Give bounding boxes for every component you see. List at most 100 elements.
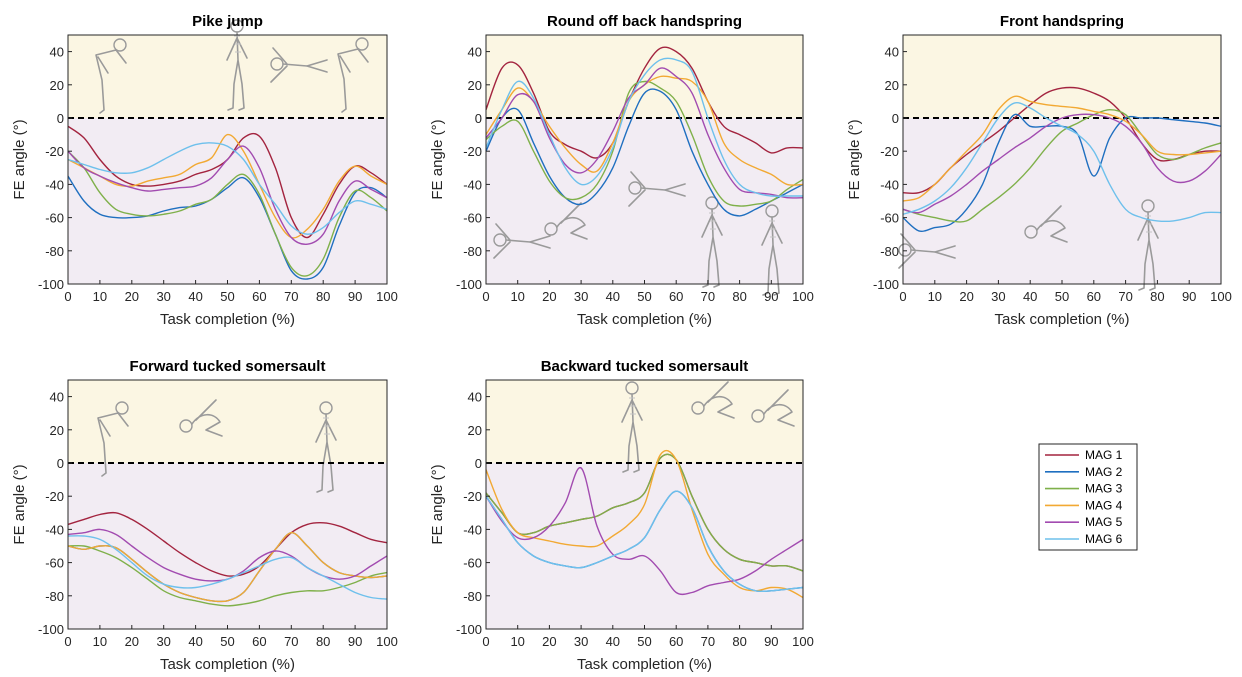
x-tick-label: 90 [764, 634, 778, 649]
y-tick-label: 20 [468, 423, 482, 438]
x-tick-label: 30 [574, 634, 588, 649]
y-tick-label: -20 [880, 144, 899, 159]
panel-4: 0 10 20 30 40 50 60 70 80 90 100 40 20 0 -20 -40 -60 -80 -… [11, 358, 398, 673]
series-line-mag-6 [67, 535, 388, 600]
series-line-mag-4 [902, 95, 1222, 202]
series-line-mag-3 [67, 150, 388, 277]
y-tick-label: -60 [463, 211, 482, 226]
x-axis-label: Task completion (%) [577, 656, 712, 673]
x-tick-label: 30 [156, 289, 170, 304]
x-tick-label: 60 [669, 634, 683, 649]
x-tick-label: 0 [482, 289, 489, 304]
x-tick-label: 10 [928, 289, 942, 304]
y-axis-label: FE angle (°) [429, 464, 446, 544]
y-tick-label: 0 [475, 111, 482, 126]
y-tick-label: -20 [45, 489, 64, 504]
y-tick-label: 0 [57, 456, 64, 471]
x-tick-label: 40 [188, 289, 202, 304]
series-line-mag-6 [902, 102, 1222, 223]
x-tick-label: 10 [93, 289, 107, 304]
series-line-mag-4 [67, 133, 388, 239]
legend-label: MAG 3 [1085, 482, 1123, 496]
x-tick-label: 70 [701, 634, 715, 649]
series-line-mag-3 [902, 108, 1222, 223]
x-tick-label: 30 [156, 634, 170, 649]
x-tick-label: 0 [64, 289, 71, 304]
y-tick-label: -60 [45, 211, 64, 226]
x-tick-label: 100 [376, 634, 398, 649]
x-tick-label: 20 [125, 289, 139, 304]
x-tick-label: 80 [732, 289, 746, 304]
series-line-mag-5 [902, 113, 1222, 214]
x-tick-label: 0 [482, 634, 489, 649]
y-tick-label: -100 [456, 622, 482, 637]
y-tick-label: 0 [475, 456, 482, 471]
positive-band [486, 35, 803, 118]
panel-1: 0 10 20 30 40 50 60 70 80 90 100 40 20 0 -20 -40 -60 -80 -… [11, 13, 398, 328]
y-tick-label: -60 [45, 556, 64, 571]
x-tick-label: 100 [376, 289, 398, 304]
x-tick-label: 100 [792, 289, 814, 304]
x-tick-label: 40 [188, 634, 202, 649]
panel-title: Round off back handspring [547, 13, 742, 30]
legend: MAG 1 MAG 2 MAG 3 MAG 4 MAG 5 MAG 6 [1038, 443, 1138, 551]
legend-label: MAG 4 [1085, 498, 1123, 512]
x-tick-label: 20 [959, 289, 973, 304]
series-line-mag-3 [485, 453, 804, 572]
panel-title: Backward tucked somersault [541, 358, 749, 375]
y-tick-label: -80 [45, 244, 64, 259]
x-tick-label: 90 [348, 289, 362, 304]
y-tick-label: -40 [463, 522, 482, 537]
panel-5: 0 10 20 30 40 50 60 70 80 90 100 40 20 0 -20 -40 -60 -80 -… [429, 358, 814, 673]
x-axis-label: Task completion (%) [160, 656, 295, 673]
panel-title: Pike jump [192, 13, 263, 30]
series-line-mag-1 [67, 511, 388, 577]
x-axis-label: Task completion (%) [577, 311, 712, 328]
negative-band [486, 118, 803, 284]
x-tick-label: 10 [510, 634, 524, 649]
panel-2: 0 10 20 30 40 50 60 70 80 90 100 40 20 0 -20 -40 -60 -80 -… [429, 13, 814, 328]
series-line-mag-3 [485, 80, 804, 207]
y-tick-label: -100 [38, 622, 64, 637]
x-tick-label: 20 [125, 634, 139, 649]
panel-title: Front handspring [1000, 13, 1124, 30]
y-tick-label: 40 [468, 390, 482, 405]
y-tick-label: 40 [50, 45, 64, 60]
y-tick-label: 40 [885, 45, 899, 60]
x-tick-label: 50 [637, 634, 651, 649]
x-tick-label: 10 [510, 289, 524, 304]
legend-label: MAG 6 [1085, 532, 1123, 546]
x-tick-label: 90 [1182, 289, 1196, 304]
x-axis-label: Task completion (%) [994, 311, 1129, 328]
y-tick-label: -40 [45, 522, 64, 537]
x-tick-label: 90 [348, 634, 362, 649]
x-tick-label: 80 [732, 634, 746, 649]
x-tick-label: 60 [1087, 289, 1101, 304]
y-tick-label: 0 [57, 111, 64, 126]
y-tick-label: -40 [880, 177, 899, 192]
series-line-mag-4 [485, 449, 804, 599]
x-tick-label: 20 [542, 634, 556, 649]
x-tick-label: 70 [701, 289, 715, 304]
y-tick-label: -20 [463, 489, 482, 504]
legend-label: MAG 2 [1085, 465, 1123, 479]
negative-band [68, 463, 387, 629]
series-line-mag-2 [485, 88, 804, 217]
x-tick-label: 20 [542, 289, 556, 304]
x-tick-label: 30 [574, 289, 588, 304]
positive-band [903, 35, 1221, 118]
x-tick-label: 50 [220, 289, 234, 304]
y-tick-label: 20 [468, 78, 482, 93]
y-tick-label: -100 [38, 277, 64, 292]
x-tick-label: 30 [991, 289, 1005, 304]
y-tick-label: -80 [880, 244, 899, 259]
x-tick-label: 70 [1118, 289, 1132, 304]
positive-band [486, 380, 803, 463]
legend-label: MAG 5 [1085, 515, 1123, 529]
legend-label: MAG 1 [1085, 448, 1123, 462]
x-tick-label: 70 [284, 289, 298, 304]
y-tick-label: 40 [50, 390, 64, 405]
x-tick-label: 40 [606, 634, 620, 649]
x-tick-label: 60 [669, 289, 683, 304]
y-tick-label: -60 [880, 211, 899, 226]
